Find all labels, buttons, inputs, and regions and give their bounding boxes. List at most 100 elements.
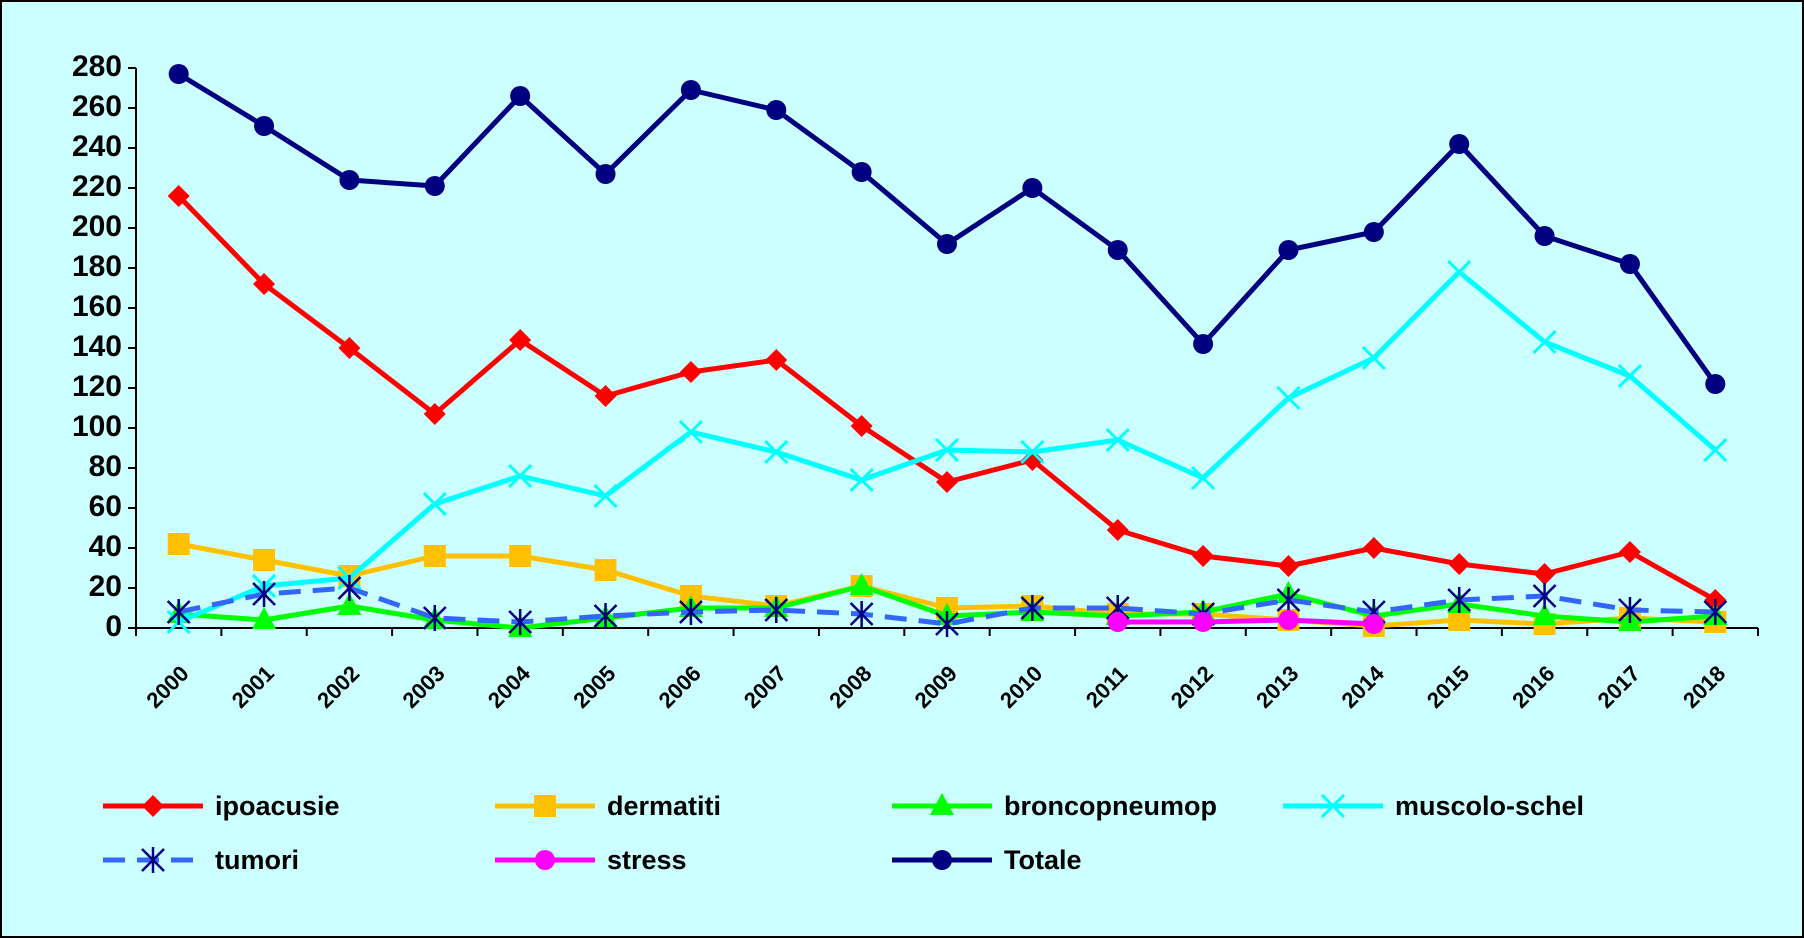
marker bbox=[423, 545, 446, 567]
marker bbox=[1276, 587, 1301, 613]
y-tick-label: 120 bbox=[72, 370, 122, 403]
marker bbox=[337, 575, 362, 601]
marker bbox=[1192, 545, 1215, 567]
marker bbox=[1105, 427, 1130, 453]
marker bbox=[1617, 363, 1643, 389]
marker bbox=[593, 483, 618, 509]
marker bbox=[508, 609, 533, 635]
series bbox=[167, 185, 1727, 611]
marker bbox=[1705, 374, 1726, 394]
marker bbox=[1448, 553, 1471, 575]
marker bbox=[1619, 254, 1640, 274]
marker bbox=[167, 185, 190, 207]
y-tick-label: 200 bbox=[72, 210, 122, 243]
marker bbox=[1022, 178, 1043, 198]
marker bbox=[1447, 259, 1472, 285]
marker bbox=[594, 385, 617, 407]
legend-marker bbox=[1320, 793, 1346, 819]
marker bbox=[1362, 537, 1385, 559]
legend-label: broncopneumop bbox=[1004, 791, 1217, 821]
y-tick-label: 280 bbox=[72, 50, 122, 83]
marker bbox=[1020, 439, 1045, 465]
marker bbox=[936, 471, 958, 493]
marker bbox=[594, 559, 617, 581]
marker bbox=[1618, 541, 1641, 563]
marker bbox=[423, 403, 446, 425]
y-tick-label: 260 bbox=[72, 90, 122, 123]
marker bbox=[1449, 134, 1470, 154]
series bbox=[166, 575, 1728, 637]
legend-marker bbox=[142, 795, 164, 817]
marker bbox=[849, 467, 874, 493]
legend-label: stress bbox=[607, 845, 687, 875]
marker bbox=[424, 176, 445, 196]
y-tick-label: 20 bbox=[89, 570, 122, 603]
marker bbox=[934, 437, 960, 463]
legend-label: tumori bbox=[215, 845, 299, 875]
y-tick-label: 240 bbox=[72, 130, 122, 163]
legend-marker bbox=[141, 847, 165, 873]
y-tick-label: 40 bbox=[89, 530, 122, 563]
marker bbox=[252, 581, 276, 607]
legend-marker bbox=[930, 793, 954, 815]
legend-marker bbox=[534, 795, 556, 817]
marker bbox=[1276, 385, 1301, 411]
marker bbox=[1534, 226, 1555, 246]
marker bbox=[1447, 587, 1472, 613]
y-tick-label: 140 bbox=[72, 330, 122, 363]
marker bbox=[1191, 465, 1216, 491]
y-tick-label: 60 bbox=[89, 490, 122, 523]
marker bbox=[1020, 595, 1045, 621]
marker bbox=[338, 337, 361, 359]
marker bbox=[166, 599, 191, 625]
marker bbox=[1533, 563, 1556, 585]
marker bbox=[252, 607, 277, 629]
marker bbox=[510, 86, 531, 106]
y-tick-label: 80 bbox=[89, 450, 122, 483]
marker bbox=[850, 415, 873, 437]
marker bbox=[1277, 555, 1300, 577]
marker bbox=[765, 349, 788, 371]
y-tick-label: 0 bbox=[105, 610, 122, 643]
marker bbox=[509, 329, 532, 351]
marker bbox=[1278, 610, 1299, 630]
marker bbox=[1021, 449, 1044, 471]
marker bbox=[1278, 240, 1299, 260]
marker bbox=[937, 234, 957, 254]
series bbox=[166, 259, 1728, 635]
marker bbox=[593, 603, 618, 629]
marker bbox=[1532, 583, 1557, 609]
marker bbox=[339, 170, 360, 190]
marker bbox=[1532, 329, 1557, 355]
marker bbox=[168, 64, 189, 84]
marker bbox=[1448, 609, 1471, 631]
marker bbox=[679, 599, 703, 625]
marker bbox=[1363, 614, 1384, 634]
marker bbox=[253, 549, 276, 571]
legend-label: dermatiti bbox=[607, 791, 721, 821]
legend-label: Totale bbox=[1004, 845, 1082, 875]
marker bbox=[253, 273, 276, 295]
marker bbox=[1618, 597, 1642, 623]
marker bbox=[849, 601, 874, 627]
marker bbox=[1703, 437, 1728, 463]
y-tick-label: 180 bbox=[72, 250, 122, 283]
legend-label: muscolo-schel bbox=[1395, 791, 1584, 821]
marker bbox=[1703, 599, 1728, 625]
marker bbox=[851, 162, 872, 182]
marker bbox=[766, 100, 787, 120]
marker bbox=[508, 463, 533, 489]
marker bbox=[509, 545, 532, 567]
marker bbox=[680, 80, 701, 100]
marker bbox=[1363, 222, 1384, 242]
line bbox=[1117, 617, 1374, 627]
marker bbox=[935, 611, 959, 637]
marker bbox=[679, 361, 702, 383]
y-tick-label: 100 bbox=[72, 410, 122, 443]
marker bbox=[764, 597, 789, 623]
marker bbox=[595, 164, 616, 184]
marker bbox=[1107, 612, 1128, 632]
marker bbox=[422, 491, 447, 517]
